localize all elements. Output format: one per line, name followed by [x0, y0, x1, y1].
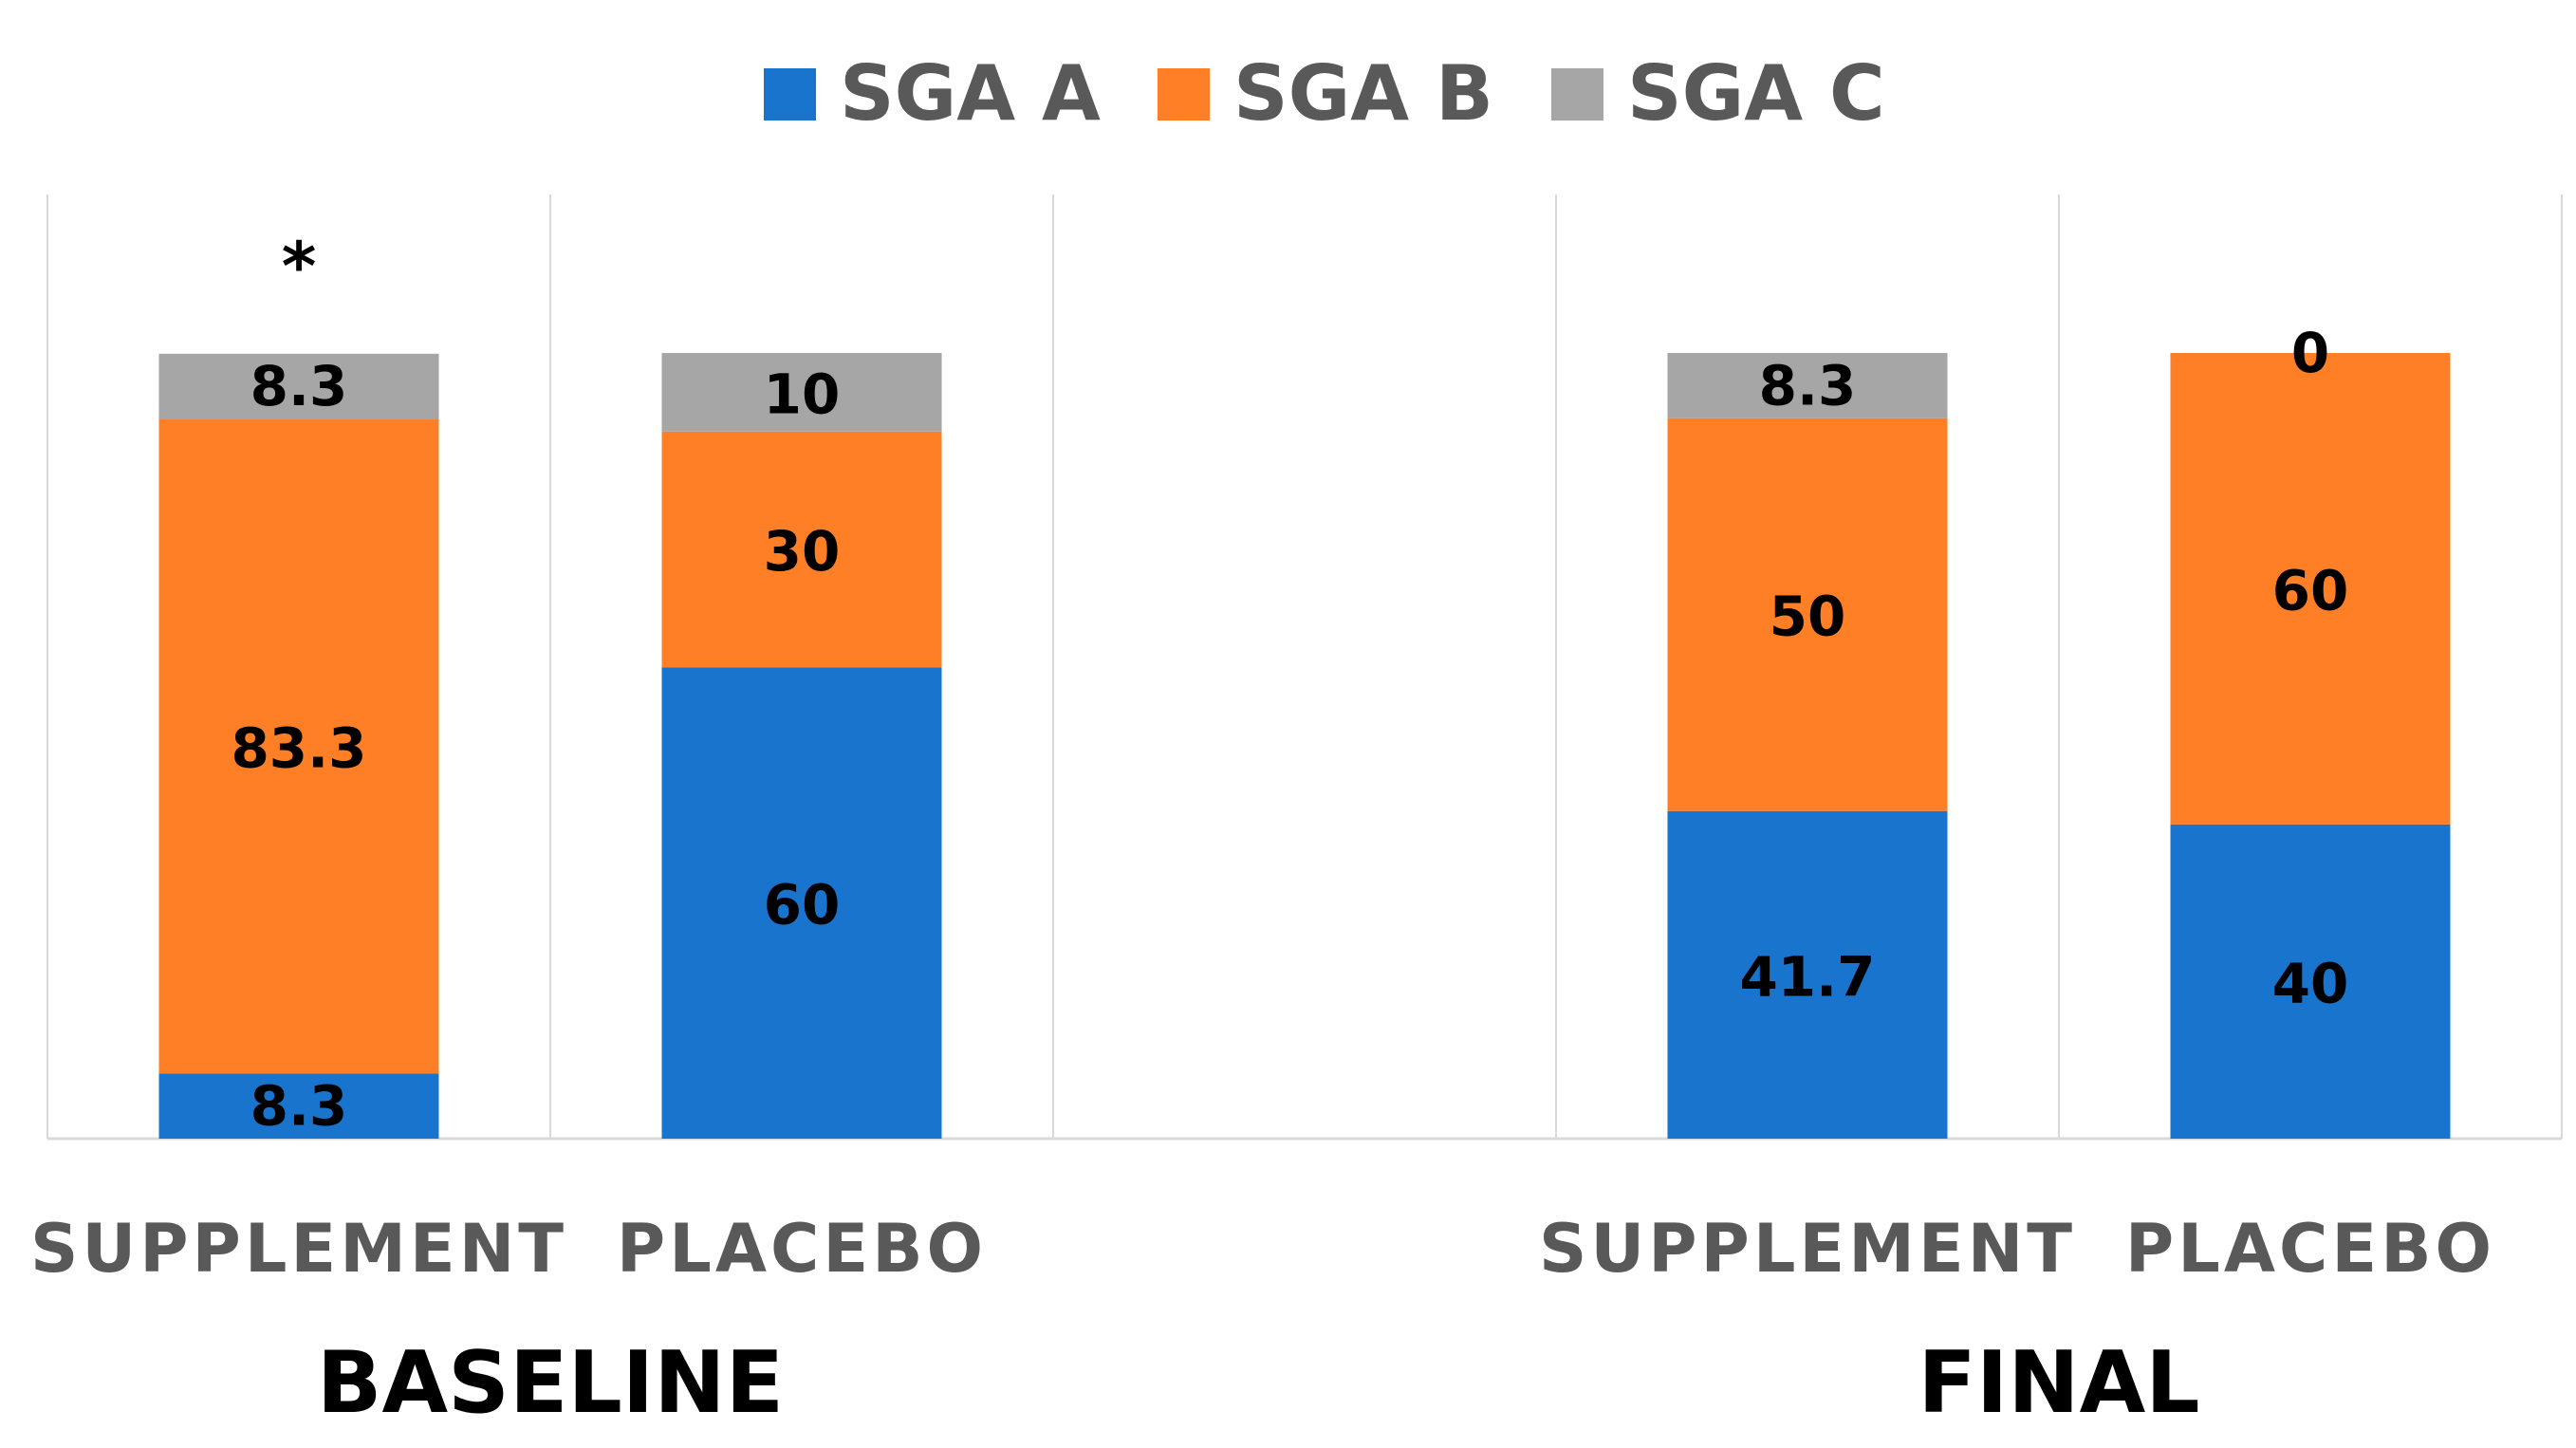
legend-swatch-sga-a [764, 68, 816, 121]
data-label: 60 [2272, 558, 2349, 622]
bar-segment-sga-a [158, 1073, 439, 1139]
bar-segment-sga-c [661, 353, 942, 432]
bar-segment-sga-c [1667, 353, 1948, 418]
bar-segment-sga-b [661, 431, 942, 668]
bar-segment-sga-b [158, 418, 439, 1074]
data-label: 83.3 [231, 715, 366, 780]
bar-segment-sga-b [2170, 353, 2451, 825]
category-tick-label: SUPPLEMENT [1539, 1210, 2076, 1288]
significance-marker: * [282, 228, 317, 306]
data-label: 0 [2291, 321, 2329, 385]
data-label: 41.7 [1739, 944, 1875, 1009]
category-tick-label: PLACEBO [2125, 1210, 2495, 1288]
data-label: 30 [764, 519, 841, 584]
data-label: 8.3 [250, 354, 348, 418]
group-label: BASELINE [317, 1333, 784, 1433]
data-label: 10 [764, 362, 841, 426]
category-tick-label: PLACEBO [617, 1210, 987, 1288]
data-label: 8.3 [1759, 353, 1857, 418]
category-tick-label: SUPPLEMENT [30, 1210, 567, 1288]
legend-label: SGA C [1627, 49, 1885, 138]
bar-segment-sga-c [158, 353, 439, 419]
legend-swatch-sga-c [1551, 68, 1603, 121]
legend-label: SGA A [840, 49, 1101, 138]
data-label: 8.3 [250, 1074, 348, 1139]
bar-segment-sga-b [1667, 418, 1948, 811]
data-label: 60 [764, 873, 841, 937]
data-label: 50 [1770, 585, 1846, 649]
group-label: FINAL [1918, 1333, 2199, 1433]
legend-swatch-sga-b [1158, 68, 1210, 121]
data-label: 40 [2272, 951, 2349, 1015]
bar-segment-sga-a [2170, 824, 2451, 1139]
bar-segment-sga-a [1667, 810, 1948, 1139]
bar-segment-sga-a [661, 667, 942, 1139]
legend-label: SGA B [1233, 49, 1493, 138]
